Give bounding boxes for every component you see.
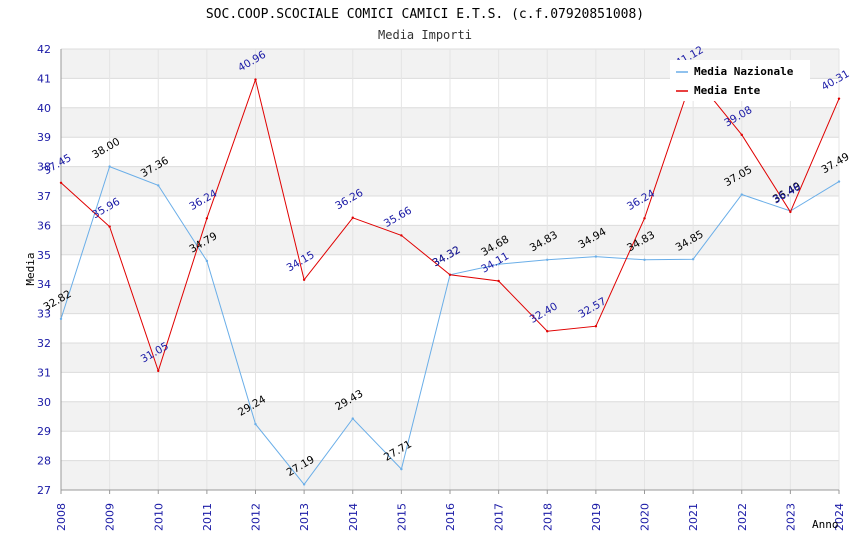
y-tick-label: 32 bbox=[37, 337, 51, 350]
y-tick-label: 34 bbox=[37, 278, 51, 291]
x-tick-label: 2011 bbox=[201, 503, 214, 531]
data-point-media-nazionale bbox=[351, 417, 354, 420]
x-tick-label: 2022 bbox=[736, 503, 749, 531]
data-point-media-nazionale bbox=[594, 255, 598, 258]
y-tick-label: 41 bbox=[37, 72, 51, 85]
x-tick-label: 2016 bbox=[444, 503, 457, 531]
y-tick-label: 42 bbox=[37, 43, 51, 56]
chart-subtitle: Media Importi bbox=[378, 28, 472, 42]
grid-lines bbox=[60, 48, 840, 491]
x-axis-label: Anno bbox=[812, 518, 839, 531]
y-tick-label: 37 bbox=[37, 190, 51, 203]
y-axis-label: Media bbox=[24, 252, 37, 285]
data-point-media-nazionale bbox=[837, 180, 841, 183]
x-tick-label: 2019 bbox=[590, 503, 603, 531]
data-point-media-ente bbox=[108, 225, 111, 228]
y-tick-label: 36 bbox=[37, 219, 51, 232]
x-tick-label: 2009 bbox=[104, 503, 117, 531]
legend: Media Nazionale Media Ente bbox=[670, 60, 810, 101]
data-point-media-ente bbox=[254, 78, 257, 81]
data-point-media-ente bbox=[157, 369, 160, 373]
legend-box bbox=[670, 60, 810, 101]
data-point-media-nazionale bbox=[254, 422, 257, 426]
data-point-media-ente bbox=[789, 210, 792, 214]
y-tick-label: 28 bbox=[37, 455, 51, 468]
data-point-media-nazionale bbox=[205, 259, 209, 263]
y-tick-labels: 27 28 29 30 31 32 33 34 35 36 37 38 39 40 41 42 bbox=[37, 43, 51, 497]
x-tick-label: 2008 bbox=[55, 503, 68, 531]
legend-label-media-ente: Media Ente bbox=[694, 84, 761, 97]
data-point-media-nazionale bbox=[691, 258, 695, 261]
y-tick-label: 29 bbox=[37, 425, 51, 438]
data-point-media-nazionale bbox=[157, 184, 160, 187]
x-tick-label: 2012 bbox=[250, 503, 263, 531]
data-point-media-nazionale bbox=[400, 467, 403, 471]
data-point-media-ente bbox=[205, 217, 209, 220]
data-point-media-ente bbox=[351, 216, 354, 219]
x-tick-label: 2017 bbox=[493, 503, 506, 531]
data-point-media-ente bbox=[643, 217, 646, 220]
y-tick-label: 31 bbox=[37, 366, 51, 379]
y-tick-label: 39 bbox=[37, 131, 51, 144]
y-tick-label: 35 bbox=[37, 249, 51, 262]
data-point-media-ente bbox=[594, 325, 598, 328]
x-tick-labels: 2008 2009 2010 2011 2012 2013 2014 2015 2016 2017… bbox=[55, 503, 846, 531]
data-point-media-ente bbox=[740, 133, 743, 137]
y-tick-label: 40 bbox=[37, 102, 51, 115]
data-point-media-nazionale bbox=[740, 193, 743, 196]
data-point-media-ente bbox=[837, 97, 841, 100]
data-point-media-nazionale bbox=[546, 258, 549, 261]
y-tick-label: 38 bbox=[37, 161, 51, 174]
data-point-media-ente bbox=[59, 181, 63, 184]
x-tick-label: 2015 bbox=[395, 503, 408, 531]
data-point-media-ente bbox=[448, 273, 452, 276]
data-point-media-nazionale bbox=[497, 263, 500, 266]
data-point-media-nazionale bbox=[108, 165, 111, 168]
y-tick-label: 33 bbox=[37, 308, 51, 321]
data-point-media-ente bbox=[497, 279, 500, 283]
x-tick-label: 2020 bbox=[639, 503, 652, 531]
x-tick-label: 2013 bbox=[298, 503, 311, 531]
legend-label-media-nazionale: Media Nazionale bbox=[694, 65, 794, 78]
data-point-media-ente bbox=[302, 278, 306, 281]
y-tick-label: 27 bbox=[37, 484, 51, 497]
x-tick-label: 2018 bbox=[541, 503, 554, 531]
axes bbox=[60, 49, 840, 494]
data-point-media-nazionale bbox=[302, 483, 306, 486]
y-tick-label: 30 bbox=[37, 396, 51, 409]
x-tick-label: 2014 bbox=[347, 503, 360, 531]
data-point-media-ente bbox=[400, 234, 403, 237]
data-point-media-ente bbox=[546, 330, 549, 333]
data-point-media-nazionale bbox=[59, 317, 63, 321]
chart-title: SOC.COOP.SCOCIALE COMICI CAMICI E.T.S. (… bbox=[206, 7, 644, 22]
x-tick-label: 2024 bbox=[833, 503, 846, 531]
x-tick-label: 2021 bbox=[687, 503, 700, 531]
x-tick-label: 2023 bbox=[784, 503, 797, 531]
x-tick-label: 2010 bbox=[152, 503, 165, 531]
data-point-media-nazionale bbox=[643, 258, 646, 261]
